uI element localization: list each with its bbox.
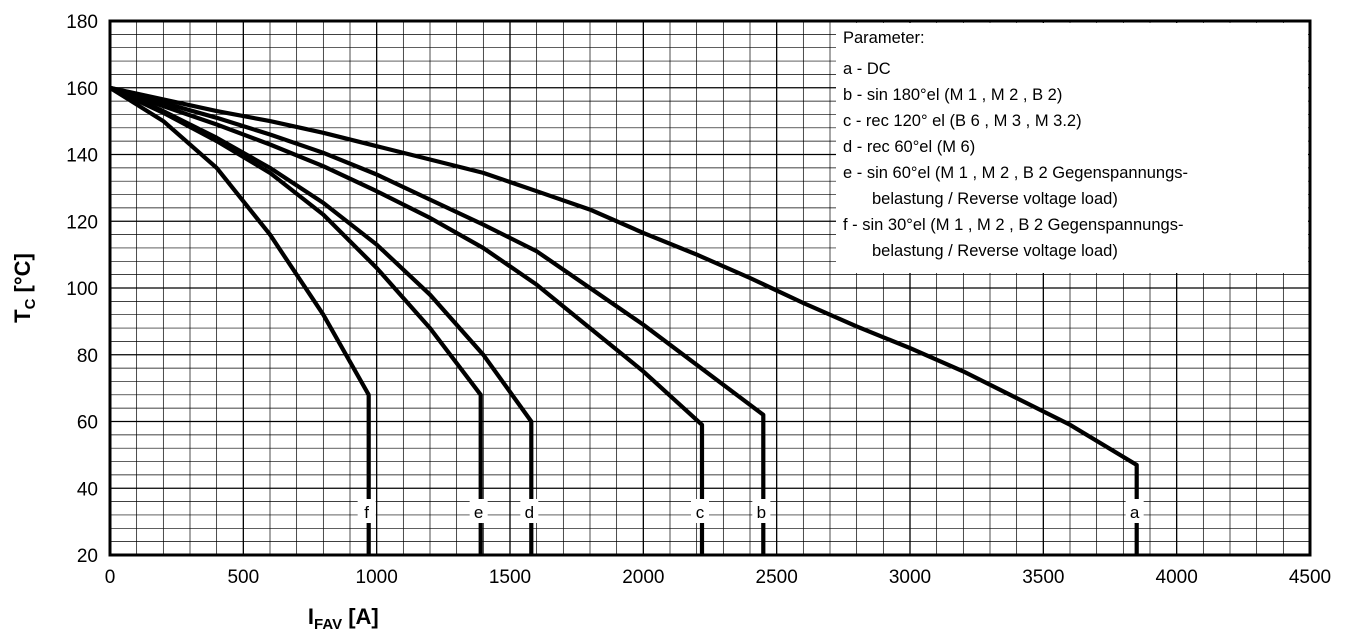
y-tick-label: 140 <box>66 146 98 167</box>
x-tick-label: 0 <box>105 567 116 588</box>
curve-label-d: d <box>525 503 534 522</box>
legend-entry-b: b - sin 180°el (M 1 , M 2 , B 2) <box>843 86 1062 104</box>
curve-label-f: f <box>364 503 369 522</box>
curve-label-bg-e <box>469 499 488 523</box>
x-tick-label: 4500 <box>1289 567 1331 588</box>
series <box>108 85 1139 555</box>
y-axis-title-main: T <box>10 309 35 323</box>
curve-label-bg-a <box>1125 499 1144 523</box>
curve-label-bg-b <box>752 499 771 523</box>
plot-frame <box>108 19 1312 557</box>
y-tick-label: 120 <box>66 212 98 233</box>
x-tick-label: 2500 <box>756 567 798 588</box>
x-tick-label: 3000 <box>889 567 931 588</box>
series-f-line <box>108 86 371 555</box>
y-tick-label: 180 <box>66 12 98 33</box>
legend-box <box>836 23 1308 273</box>
y-tick-label: 40 <box>77 479 98 500</box>
grid <box>109 20 1311 556</box>
curve-label-bg-d <box>520 499 539 523</box>
legend-entry-d: d - rec 60°el (M 6) <box>843 138 975 156</box>
tick-labels: 0 500 1000 1500 2000 2500 3000 3500 4000 4500 20 40… <box>66 12 1331 588</box>
y-tick-label: 160 <box>66 79 98 100</box>
x-axis-title-unit: [A] <box>342 604 379 629</box>
x-tick-label: 4000 <box>1156 567 1198 588</box>
legend-entry-e: e - sin 60°el (M 1 , M 2 , B 2 Gegenspan… <box>843 164 1188 182</box>
curve-label-bg-c <box>691 499 709 523</box>
x-axis-title-sub: FAV <box>314 616 342 633</box>
curve-label-c: c <box>696 503 705 522</box>
x-axis-title: IFAV [A] <box>308 604 379 633</box>
curve-label-bg-f <box>357 499 376 523</box>
series-c-line <box>109 85 705 555</box>
legend-entry-c: c - rec 120° el (B 6 , M 3 , M 3.2) <box>843 112 1082 130</box>
curve-label-e: e <box>474 503 483 522</box>
x-tick-label: 2000 <box>622 567 664 588</box>
y-axis-title: TC [°C] <box>10 253 39 323</box>
series-d-line <box>109 85 534 555</box>
series-b-line <box>109 85 766 555</box>
curve-label-b: b <box>757 503 766 522</box>
x-tick-label: 3500 <box>1022 567 1064 588</box>
legend-entry-e-cont: belastung / Reverse voltage load) <box>872 190 1118 208</box>
x-tick-label: 1500 <box>489 567 531 588</box>
series-a-line <box>109 85 1139 555</box>
y-tick-label: 100 <box>66 279 98 300</box>
legend-entry-f-cont: belastung / Reverse voltage load) <box>872 242 1118 260</box>
legend-title: Parameter: <box>843 29 925 47</box>
legend-entry-a: a - DC <box>843 60 891 78</box>
series-e-line <box>109 85 483 555</box>
y-axis-title-sub: C <box>22 298 39 309</box>
y-tick-label: 80 <box>77 346 98 367</box>
x-tick-label: 500 <box>227 567 259 588</box>
y-tick-label: 20 <box>77 546 98 567</box>
y-tick-label: 60 <box>77 413 98 434</box>
x-axis-title-main: I <box>308 604 314 629</box>
x-tick-label: 1000 <box>356 567 398 588</box>
curve-labels: a b c d e f <box>357 499 1144 523</box>
legend-entry-f: f - sin 30°el (M 1 , M 2 , B 2 Gegenspan… <box>843 216 1183 234</box>
y-axis-title-unit: [°C] <box>10 253 35 298</box>
legend: Parameter: a - DC b - sin 180°el (M 1 , … <box>843 29 1188 260</box>
curve-label-a: a <box>1130 503 1140 522</box>
